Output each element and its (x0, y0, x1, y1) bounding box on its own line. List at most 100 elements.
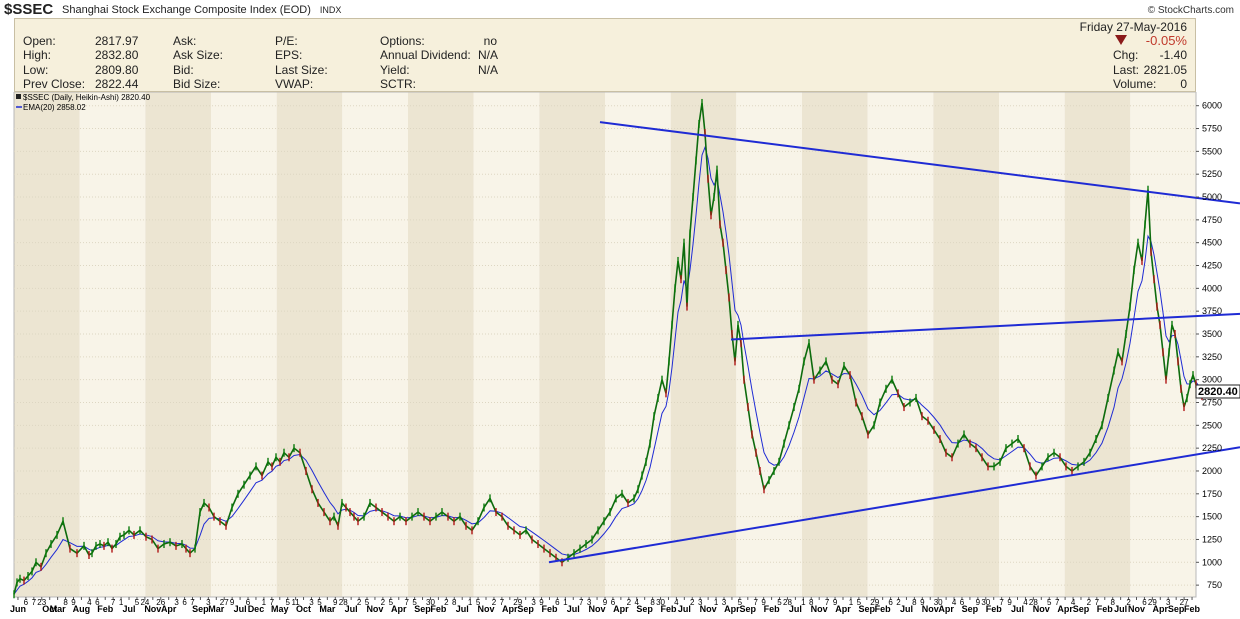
x-tick-label: 7 (1095, 598, 1100, 607)
legend-price: $SSEC (Daily, Heikin-Ashi) 2820.40 (23, 93, 151, 102)
x-tick-label: 7 (32, 598, 37, 607)
x-tick-label: 7 (753, 598, 758, 607)
symbol: $SSEC (4, 1, 54, 18)
period-band (999, 92, 1065, 597)
period-band (14, 92, 80, 597)
x-tick-label: Feb (875, 604, 892, 614)
x-tick-label: 9 (71, 598, 76, 607)
y-tick-label: 2500 (1202, 420, 1222, 430)
x-tick-label: 6 (960, 598, 965, 607)
high-value: 2832.80 (95, 48, 139, 62)
x-tick-label: 6 (246, 598, 251, 607)
change-percent: -0.05% (1145, 33, 1187, 48)
x-tick-label: 2 (1087, 598, 1092, 607)
x-tick-label: 9 (976, 598, 981, 607)
y-tick-label: 6000 (1202, 101, 1222, 111)
price-series (13, 98, 1203, 599)
x-tick-label: 1 (849, 598, 854, 607)
y-tick-label: 2250 (1202, 443, 1222, 453)
ask-label: Ask: (173, 34, 197, 48)
period-bands (14, 92, 1196, 597)
chg-value: -1.40 (1159, 48, 1187, 62)
x-tick-label: 2 (627, 598, 632, 607)
x-tick-label: Apr (391, 604, 407, 614)
period-band (79, 92, 146, 597)
x-tick-label: 29 (1148, 598, 1157, 607)
trendlines (548, 121, 1240, 564)
period-band (276, 92, 343, 597)
x-tick-label: 7 (190, 598, 195, 607)
x-tick-label: Sep (1168, 604, 1185, 614)
x-tick-label: Apr (502, 604, 518, 614)
x-tick-label: Feb (430, 604, 447, 614)
x-tick-label: 2 (1126, 598, 1131, 607)
yield-value: N/A (478, 63, 499, 77)
x-tick-label: Jul (456, 604, 469, 614)
x-tick-label: 9 (539, 598, 544, 607)
period-band (342, 92, 408, 597)
x-tick-label: 6 (182, 598, 187, 607)
period-band (1130, 92, 1196, 597)
x-tick-label: Oct (42, 604, 57, 614)
period-band (1064, 92, 1131, 597)
y-tick-label: 5000 (1202, 192, 1222, 202)
x-tick-label: Feb (1097, 604, 1114, 614)
x-tick-label: 3 (722, 598, 727, 607)
x-tick-label: 4 (87, 598, 92, 607)
bid-size-label: Bid Size: (173, 77, 221, 91)
annual-dividend-label: Annual Dividend: (380, 48, 471, 62)
y-tick-label: 4500 (1202, 238, 1222, 248)
x-tick-label: 2 (492, 598, 497, 607)
x-tick-label: 7 (1055, 598, 1060, 607)
period-band (605, 92, 671, 597)
period-band (802, 92, 868, 597)
x-tick-label: 30 (656, 598, 665, 607)
x-tick-label: 9 (761, 598, 766, 607)
y-tick-label: 750 (1207, 580, 1222, 590)
exchange-label: INDX (319, 5, 342, 15)
grid-lines (14, 105, 1196, 586)
volume-label: Volume: (1113, 77, 1157, 91)
y-tick-label: 3000 (1202, 375, 1222, 385)
x-tick-label: 3 (174, 598, 179, 607)
prev-close-value: 2822.44 (95, 77, 139, 91)
x-tick-label: 3 (309, 598, 314, 607)
x-tick-label: Nov (1128, 604, 1145, 614)
x-tick-label: 6 (24, 598, 29, 607)
x-tick-label: 1 (563, 598, 568, 607)
x-tick-label: 5 (412, 598, 417, 607)
x-tick-label: Jul (1114, 604, 1127, 614)
x-tick-label: 11 (291, 598, 300, 607)
x-tick-label: Sep (1073, 604, 1090, 614)
price-chart: 750 1000 1250 1500 1750 2000 2250 2500 2750 3000 3… (10, 92, 1240, 614)
x-tick-label: 30 (934, 598, 943, 607)
x-tick-label: Jun (10, 604, 26, 614)
x-tick-label: 7 (111, 598, 116, 607)
vwap-label: VWAP: (275, 77, 314, 91)
low-value: 2809.80 (95, 63, 139, 77)
x-tick-label: 29 (870, 598, 879, 607)
x-tick-label: 26 (156, 598, 165, 607)
x-tick-label: Apr (613, 604, 629, 614)
x-tick-label: Feb (97, 604, 114, 614)
x-tick-label: 1 (714, 598, 719, 607)
low-label: Low: (23, 63, 49, 77)
x-tick-label: Feb (541, 604, 558, 614)
period-band (473, 92, 540, 597)
x-tick-label: 8 (63, 598, 68, 607)
y-tick-label: 3500 (1202, 329, 1222, 339)
y-tick-label: 1500 (1202, 512, 1222, 522)
x-tick-label: Nov (1033, 604, 1050, 614)
legend-ema: EMA(20) 2858.02 (23, 103, 86, 112)
x-tick-label: Apr (1057, 604, 1073, 614)
x-tick-label: 4 (674, 598, 679, 607)
x-tick-label: 6 (95, 598, 100, 607)
y-tick-label: 4750 (1202, 215, 1222, 225)
x-tick-label: Jul (234, 604, 247, 614)
x-tick-label: Nov (700, 604, 717, 614)
x-tick-label: Sep (414, 604, 431, 614)
price-tag: 2820.40 (1195, 384, 1240, 399)
x-tick-label: Jul (789, 604, 802, 614)
x-tick-label: Nov (922, 604, 939, 614)
